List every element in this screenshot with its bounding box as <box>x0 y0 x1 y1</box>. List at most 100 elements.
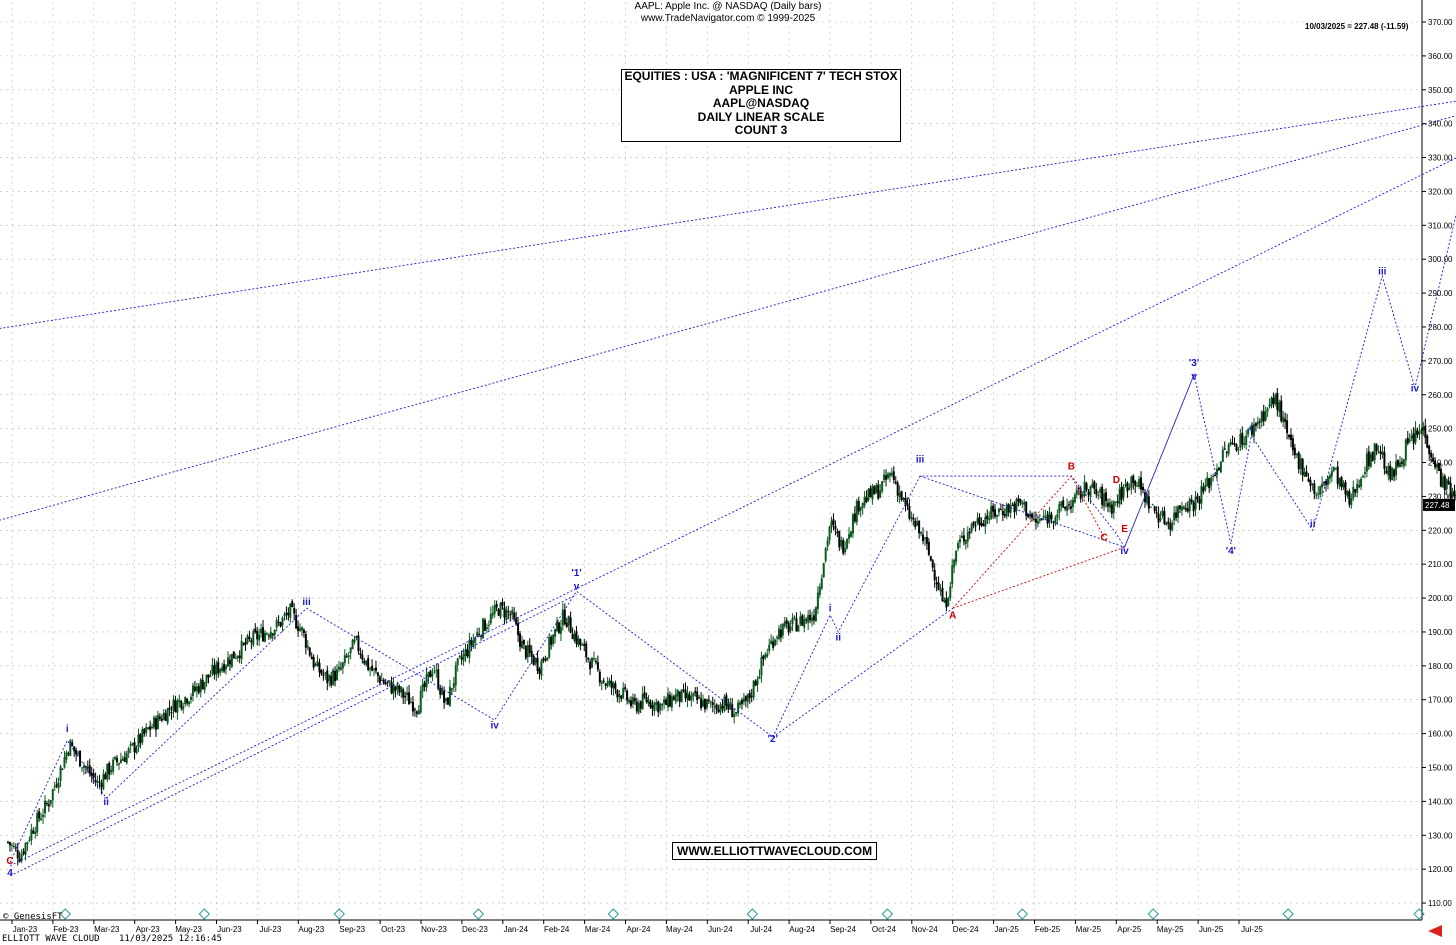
x-tick-label: Feb-23 <box>53 925 79 934</box>
candle-body <box>805 619 808 621</box>
x-tick-label: Apr-24 <box>626 925 651 934</box>
candle-body <box>1132 475 1135 484</box>
candle-body <box>1210 477 1213 486</box>
candle-body <box>1200 486 1203 504</box>
candle-body <box>149 726 152 731</box>
candle-body <box>61 768 64 770</box>
candle-body <box>308 647 311 656</box>
candle-body <box>108 763 111 775</box>
y-tick-label: 240.00 <box>1428 459 1453 468</box>
candle-body <box>1112 501 1115 513</box>
dividend-marker-icon <box>472 908 485 920</box>
candle-body <box>28 839 31 841</box>
candle-body <box>1299 458 1302 469</box>
candle-body <box>283 614 286 616</box>
candle-body <box>879 490 882 498</box>
y-tick-label: 340.00 <box>1428 120 1453 129</box>
candle-body <box>951 565 954 585</box>
candle-body <box>88 765 91 774</box>
candle-body <box>330 675 333 686</box>
dividend-marker-icon <box>607 908 620 920</box>
candle-body <box>1256 421 1259 425</box>
candle-body <box>174 700 177 713</box>
candle-body <box>651 705 654 709</box>
candle-body <box>24 843 27 855</box>
candle-body <box>970 523 973 532</box>
candle-body <box>583 643 586 646</box>
candle-body <box>1128 487 1131 490</box>
candle-body <box>1013 503 1016 513</box>
candle-body <box>1377 451 1380 453</box>
trend-line <box>772 607 954 738</box>
candle-body <box>647 699 650 705</box>
candle-body <box>756 679 759 685</box>
candle-body <box>1021 503 1024 505</box>
candle-body <box>112 759 115 772</box>
candle-body <box>1173 512 1176 521</box>
candle-body <box>577 638 580 645</box>
candle-body <box>760 657 763 676</box>
candle-body <box>881 481 884 492</box>
candle-body <box>517 623 520 636</box>
candle-body <box>1177 505 1180 518</box>
candle-body <box>935 582 938 585</box>
candle-body <box>1430 452 1433 458</box>
candle-body <box>1062 500 1065 508</box>
candle-body <box>846 538 849 549</box>
candle-body <box>225 665 228 670</box>
candle-body <box>1402 459 1405 467</box>
candle-body <box>585 643 588 658</box>
candle-body <box>178 699 181 703</box>
candle-body <box>631 697 634 704</box>
candle-body <box>783 621 786 627</box>
candle-body <box>279 622 282 627</box>
candle-body <box>1445 479 1448 490</box>
candle-body <box>744 696 747 701</box>
scroll-arrow-icon[interactable] <box>1428 925 1442 937</box>
candle-body <box>1142 486 1145 491</box>
wave-label: i <box>66 724 69 735</box>
candle-body <box>203 682 206 691</box>
candle-body <box>1373 443 1376 461</box>
candle-body <box>953 559 956 568</box>
x-tick-label: Nov-24 <box>912 925 938 934</box>
candle-body <box>1046 514 1049 524</box>
wave-label: i <box>829 604 832 615</box>
candle-body <box>254 628 257 633</box>
candle-body <box>505 609 508 621</box>
candle-body <box>435 670 438 672</box>
candle-body <box>791 617 794 625</box>
candle-body <box>55 784 58 787</box>
candle-body <box>1383 452 1386 469</box>
candle-body <box>415 711 418 714</box>
candle-body <box>1297 452 1300 470</box>
candle-body <box>620 695 623 699</box>
candle-body <box>1025 502 1028 516</box>
candle-body <box>1032 518 1035 521</box>
candle-body <box>390 681 393 694</box>
candle-body <box>816 592 819 609</box>
title-line-2: APPLE INC <box>728 82 793 97</box>
candle-body <box>902 498 905 500</box>
candle-body <box>197 686 200 693</box>
candle-body <box>437 669 440 689</box>
candle-body <box>316 660 319 667</box>
dividend-marker-icon <box>1016 908 1029 920</box>
candle-body <box>1274 394 1277 405</box>
website-label[interactable]: WWW.ELLIOTTWAVECLOUD.COM <box>672 842 878 860</box>
y-tick-label: 150.00 <box>1428 764 1453 773</box>
candle-body <box>1130 476 1133 488</box>
candle-body <box>1229 441 1232 445</box>
candle-body <box>1325 480 1328 485</box>
candle-body <box>1087 491 1090 495</box>
dividend-marker-icon <box>333 908 345 920</box>
candle-body <box>1186 508 1189 512</box>
candle-body <box>207 674 210 678</box>
candle-body <box>371 666 374 671</box>
candle-body <box>137 734 140 748</box>
candle-body <box>937 582 940 590</box>
candle-body <box>312 656 315 668</box>
candle-body <box>939 590 942 592</box>
candle-body <box>361 654 364 660</box>
candle-body <box>801 615 804 626</box>
